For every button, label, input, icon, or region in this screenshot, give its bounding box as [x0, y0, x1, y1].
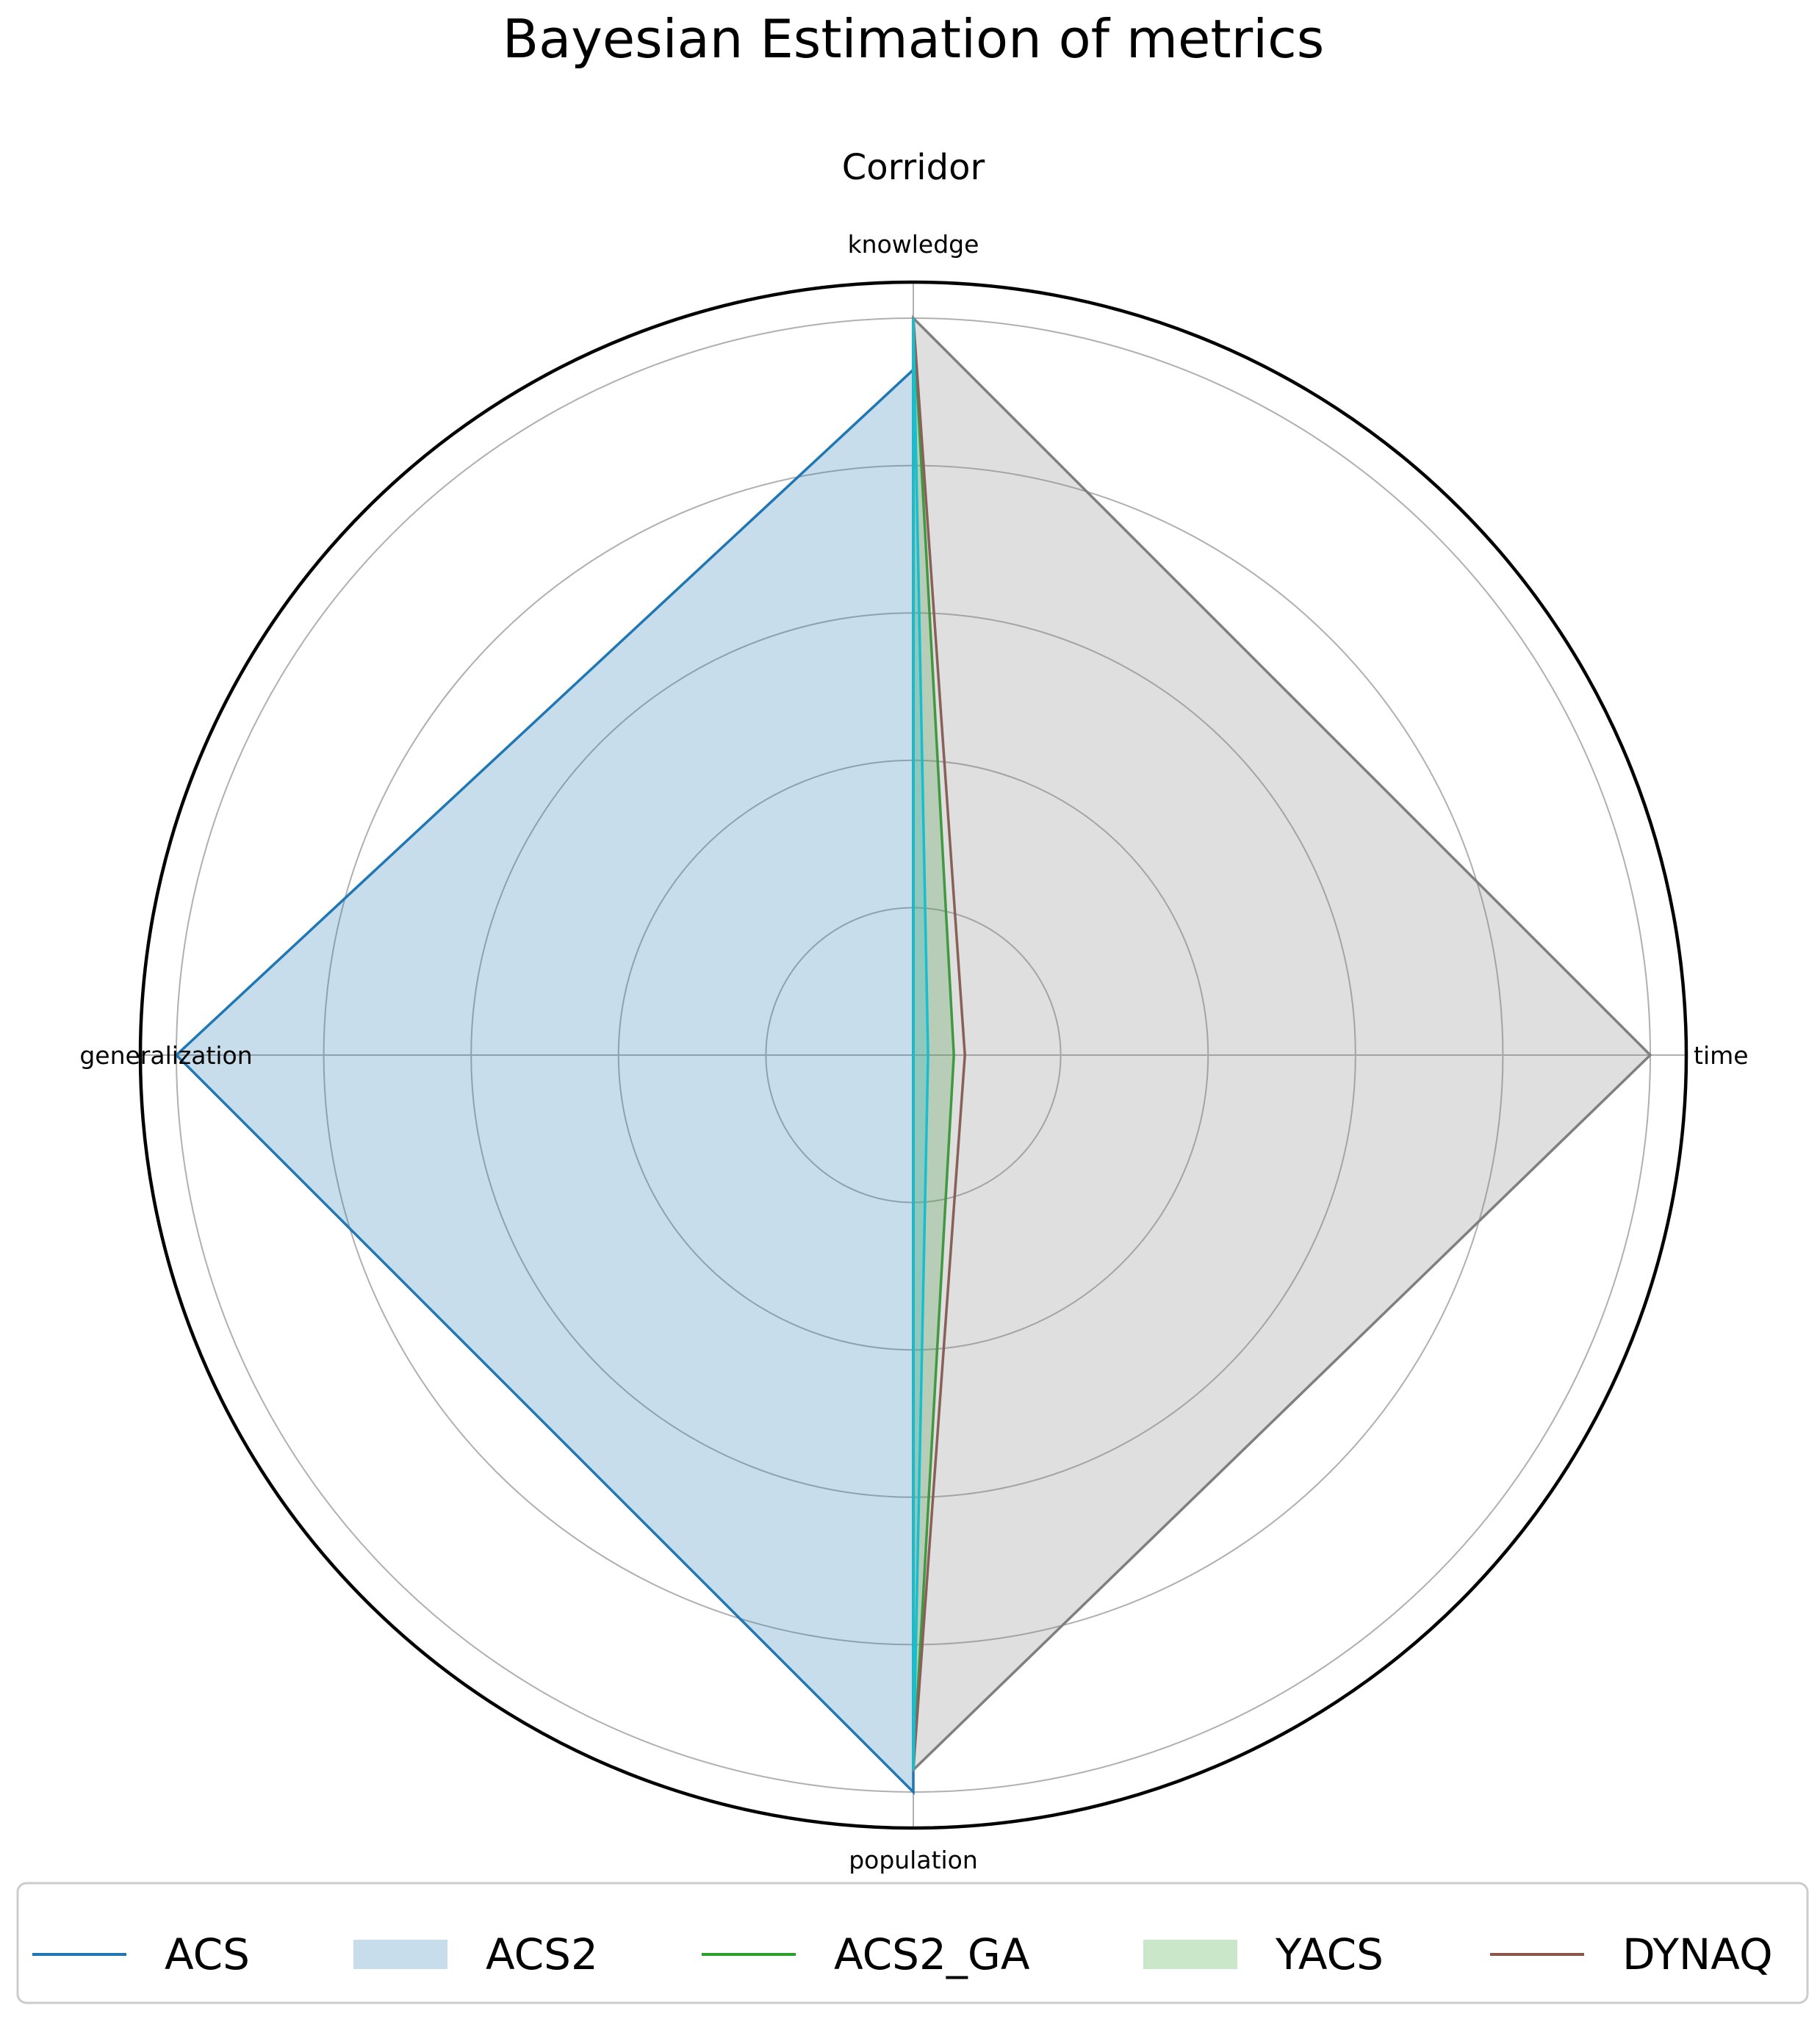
series-layer	[174, 314, 1652, 1796]
legend-label-acs2_ga: ACS2_GA	[834, 1929, 1030, 1979]
legend-label-acs: ACS	[165, 1929, 250, 1979]
legend-box	[16, 1882, 1809, 2004]
series-unlabeled-6-line	[912, 317, 929, 1770]
series-yacs-area	[913, 318, 954, 1770]
legend: ACS ACS2 ACS2_GA YACS DYNAQ	[16, 1882, 1809, 2004]
legend-label-acs2: ACS2	[486, 1929, 598, 1979]
legend-label-yacs: YACS	[1275, 1929, 1384, 1979]
radar-frame	[138, 280, 1688, 1830]
legend-label-dynaq: DYNAQ	[1622, 1929, 1773, 1979]
legend-swatch-acs2	[353, 1940, 447, 1969]
outer-frame	[138, 280, 1688, 1830]
series-acs2-area	[176, 370, 913, 1793]
series-unlabeled-5-area	[913, 318, 1650, 1770]
axis-label-knowledge: knowledge	[848, 230, 979, 259]
series-unlabeled-6-area	[913, 318, 929, 1770]
legend-swatch-yacs	[1143, 1940, 1237, 1969]
axis-label-time: time	[1694, 1041, 1749, 1070]
axis-label-population: population	[849, 1846, 978, 1874]
figure-title: Bayesian Estimation of metrics	[503, 8, 1325, 70]
axis-labels: knowledge time population generalization	[79, 230, 1748, 1874]
chart-title: Corridor	[842, 147, 985, 188]
axis-label-generalization: generalization	[79, 1041, 252, 1070]
